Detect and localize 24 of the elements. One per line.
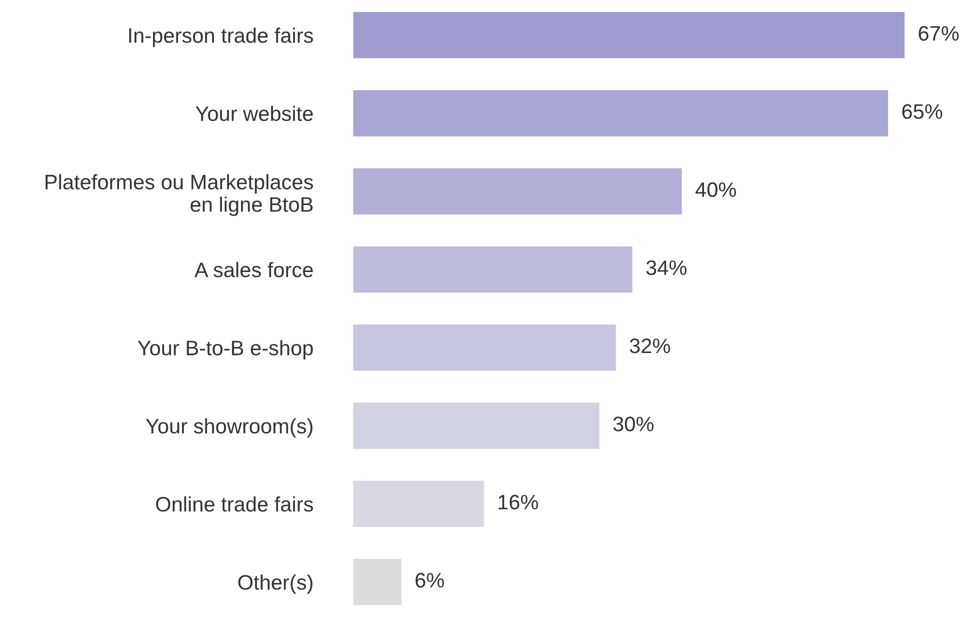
bar (352, 323, 618, 372)
bar (352, 88, 890, 138)
data-label: 40% (696, 182, 736, 197)
y-tick-label: In-person trade fairs (129, 28, 313, 48)
y-tick-label: Online trade fairs (156, 496, 313, 512)
bar (352, 166, 684, 216)
data-label: 30% (613, 416, 654, 432)
y-tick-label: A sales force (194, 262, 313, 278)
data-label: 6% (416, 572, 444, 588)
data-label: 32% (630, 338, 670, 354)
bar (352, 401, 601, 450)
data-label: 16% (498, 494, 538, 510)
bar (352, 10, 906, 60)
y-tick-label: Other(s) (238, 574, 312, 594)
y-tick-label: Your showroom(s) (146, 418, 312, 438)
data-label: 67% (918, 26, 959, 41)
data-label: 34% (646, 260, 686, 276)
y-tick-label: Your website (196, 106, 313, 122)
y-tick-label: Plateformes ou Marketplaces en ligne BtoB (46, 174, 313, 216)
y-tick-label: Your B-to-B e-shop (138, 340, 313, 360)
data-label: 65% (902, 104, 942, 119)
bar (352, 479, 486, 528)
bar (352, 245, 634, 294)
bar (352, 558, 403, 607)
